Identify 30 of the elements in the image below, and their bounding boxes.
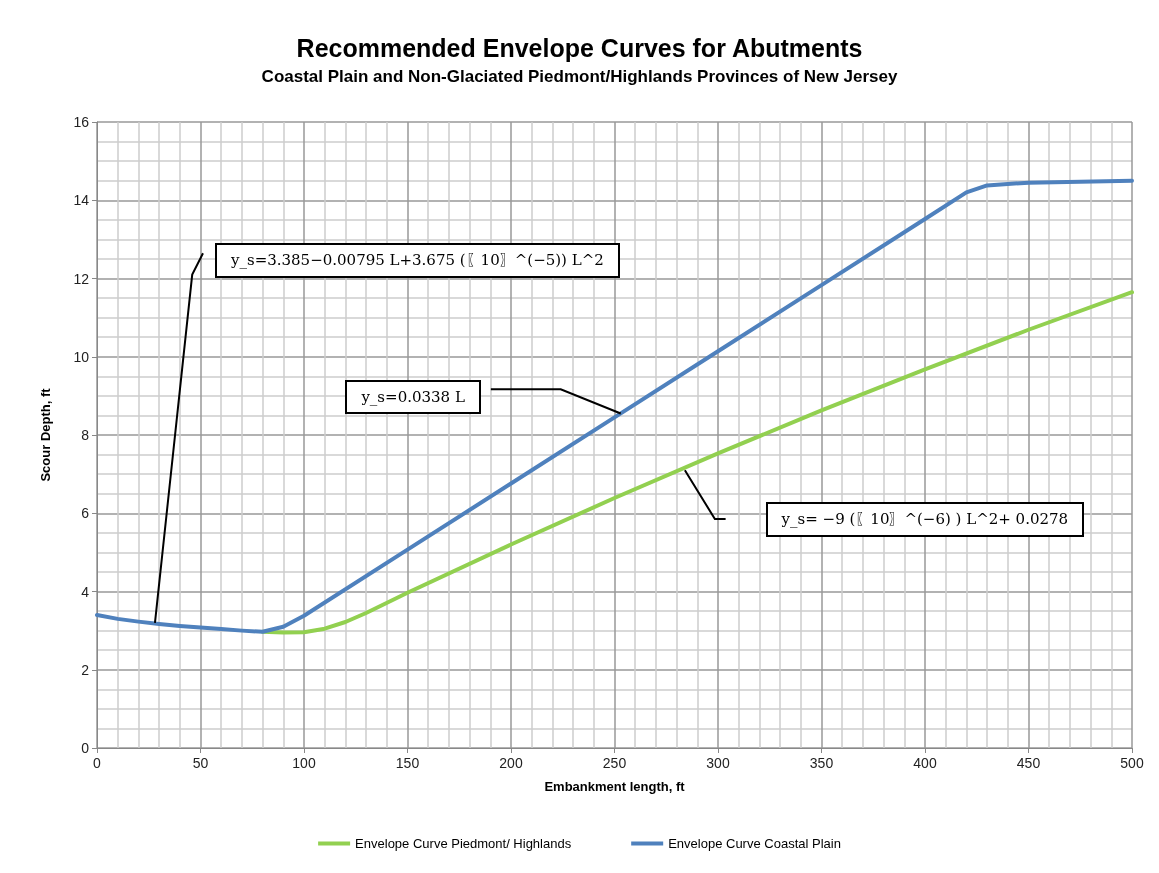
y-tick-label: 6: [81, 505, 90, 522]
legend-label: Envelope Curve Piedmont/ Highlands: [355, 836, 572, 851]
x-tick-label: 350: [809, 755, 834, 771]
line-series: [95, 178, 1134, 634]
x-tick-label: 150: [395, 755, 420, 771]
y-tick-label: 16: [73, 114, 90, 130]
x-tick-label: 200: [499, 755, 523, 771]
x-tick-label: 50: [192, 755, 209, 771]
annotation: y_s=3.385−0.00795 L+3.675 (〖10〗^(−5)) L^2: [214, 243, 620, 279]
x-tick-label: 400: [913, 755, 937, 771]
annotation: y_s=0.0338 L: [345, 380, 481, 415]
chart-title: Recommended Envelope Curves for Abutments: [296, 33, 863, 62]
x-axis-title: Embankment length, ft: [544, 779, 686, 794]
x-tick-label: 0: [93, 755, 102, 771]
y-tick-label: 14: [73, 192, 90, 209]
y-tick-label: 10: [73, 348, 90, 365]
y-tick-label: 0: [81, 740, 90, 756]
y-tick-label: 8: [81, 427, 90, 443]
legend-label: Envelope Curve Coastal Plain: [668, 836, 841, 851]
y-tick-label: 12: [73, 270, 90, 287]
x-tick-label: 250: [602, 755, 627, 771]
x-tick-label: 500: [1120, 755, 1144, 771]
annotation: y_s= −9 (〖10〗^(−6) ) L^2+ 0.0278: [765, 501, 1085, 537]
x-tick-label: 100: [292, 755, 316, 771]
y-tick-label: 2: [81, 661, 90, 678]
y-axis-title: Scour Depth, ft: [38, 387, 53, 482]
x-tick-label: 300: [706, 755, 730, 771]
x-tick-label: 450: [1016, 755, 1041, 771]
chart-subtitle: Coastal Plain and Non-Glaciated Piedmont/Highlands Provinces of New Jersey: [261, 67, 898, 86]
y-tick-label: 4: [81, 583, 90, 600]
